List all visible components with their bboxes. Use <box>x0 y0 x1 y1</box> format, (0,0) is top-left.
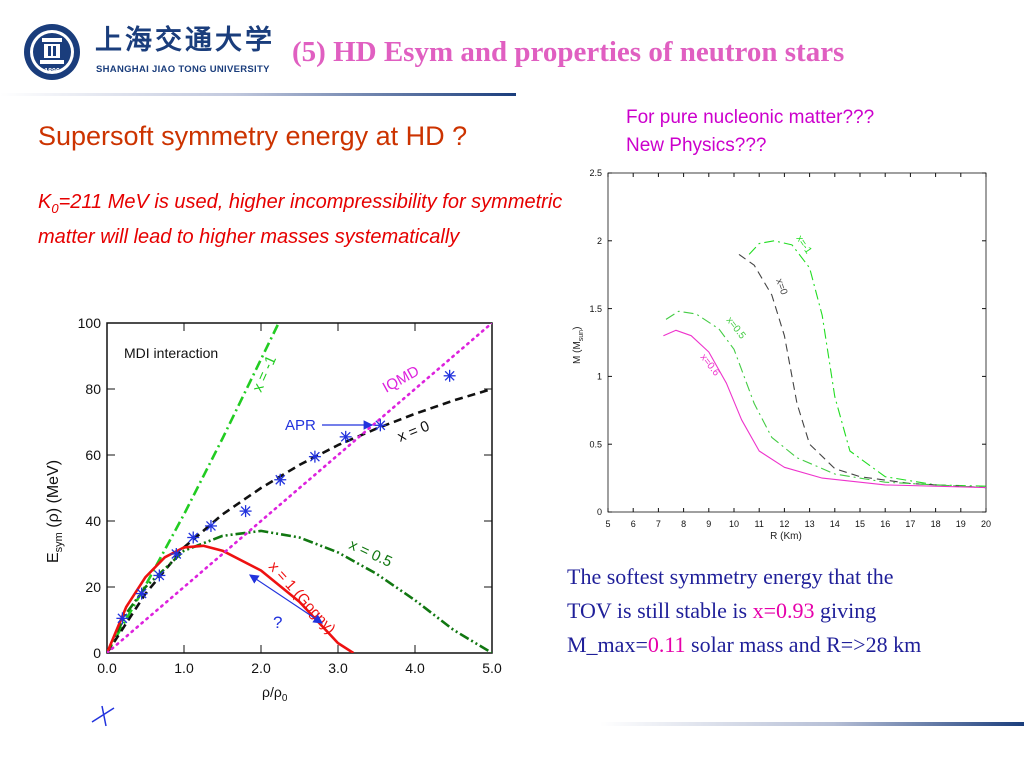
university-seal-logo: 1896 <box>22 22 82 82</box>
x-tick-label: 1.0 <box>174 660 194 676</box>
apr-marker <box>444 370 456 382</box>
x-tick-label: 4.0 <box>405 660 425 676</box>
x-tick-label: 19 <box>956 519 966 529</box>
y-tick-label: 80 <box>85 381 101 397</box>
y-tick-label: 0 <box>93 645 101 661</box>
x-tick-label: 12 <box>779 519 789 529</box>
note-k-subscript: 0 <box>51 201 58 216</box>
apr-marker <box>187 532 199 544</box>
question-line-1: For pure nucleonic matter??? <box>626 104 874 132</box>
x-tick-label: 20 <box>981 519 991 529</box>
mr-label-x-0-6: x=0.6 <box>698 352 722 379</box>
incompressibility-note: K0=211 MeV is used, higher incompressibi… <box>38 188 563 252</box>
apr-marker <box>136 588 148 600</box>
y-tick-label: 1.5 <box>589 304 602 314</box>
mr-x-axis-label: R (Km) <box>770 531 802 542</box>
university-name-chinese: 上海交通大学 <box>95 26 275 56</box>
softening-question-mark: ? <box>273 613 282 632</box>
y-axis-label: Esym (ρ) (MeV) <box>45 460 65 563</box>
note-k-symbol: K <box>38 191 51 213</box>
y-tick-label: 60 <box>85 447 101 463</box>
conclusion-part-3: solar mass and R=>28 km <box>686 632 922 657</box>
left-subtitle: Supersoft symmetry energy at HD ? <box>38 121 467 152</box>
x-tick-label: 5.0 <box>482 660 502 676</box>
mr-label-x-minus-1: x=-1 <box>794 234 814 257</box>
question-line-2: New Physics??? <box>626 132 874 160</box>
y-tick-label: 0.5 <box>589 439 602 449</box>
x-tick-label: 17 <box>905 519 915 529</box>
y-tick-label: 20 <box>85 579 101 595</box>
mr-label-x-0-5: x=0.5 <box>724 315 748 342</box>
y-tick-label: 0 <box>597 507 602 517</box>
x-tick-label: 15 <box>855 519 865 529</box>
x-tick-label: 7 <box>656 519 661 529</box>
footer-divider <box>600 722 1024 726</box>
series-line-x-1-gogny <box>107 546 353 653</box>
apr-marker <box>205 520 217 532</box>
x-tick-label: 2.0 <box>251 660 271 676</box>
x-tick-label: 18 <box>931 519 941 529</box>
y-tick-label: 100 <box>78 315 102 331</box>
mass-radius-plot-area: 5 6 7 8 9 10 11 12 13 14 15 16 17 18 19 20 0 0.5 1 1.5 2 2.5 <box>589 168 991 529</box>
apr-marker <box>274 474 286 486</box>
y-tick-label: 2 <box>597 236 602 246</box>
apr-marker <box>116 612 128 624</box>
cursor-mark-icon <box>88 700 118 730</box>
x-tick-label: 13 <box>805 519 815 529</box>
mr-y-axis-label: M (Msun) <box>572 327 585 364</box>
x-tick-label: 0.0 <box>97 660 117 676</box>
apr-marker <box>240 505 252 517</box>
y-tick-label: 1 <box>597 372 602 382</box>
x-tick-label: 11 <box>755 519 764 529</box>
slide-title: (5) HD Esym and properties of neutron st… <box>292 36 844 69</box>
esym-density-chart: 0.0 1.0 2.0 3.0 4.0 5.0 0 20 40 60 80 100 MDI inter… <box>30 305 510 725</box>
apr-marker-label: APR <box>285 417 316 434</box>
university-name-english: SHANGHAI JIAO TONG UNIVERSITY <box>96 64 270 75</box>
x-tick-label: 16 <box>880 519 890 529</box>
x-tick-label: 5 <box>605 519 610 529</box>
x-tick-label: 9 <box>706 519 711 529</box>
x-axis-label: ρ/ρ0 <box>262 684 288 704</box>
apr-marker <box>153 569 165 581</box>
x-tick-label: 14 <box>830 519 840 529</box>
conclusion-x-value: x=0.93 <box>753 598 815 623</box>
conclusion-mass-value: 0.11 <box>648 632 686 657</box>
y-tick-label: 2.5 <box>589 168 602 178</box>
chart-inset-label: MDI interaction <box>124 345 218 361</box>
plot-frame <box>608 173 986 512</box>
x-tick-label: 10 <box>729 519 739 529</box>
series-label-iqmd: IQMD <box>380 363 423 397</box>
series-line-x-0-6 <box>663 330 986 487</box>
apr-marker <box>309 451 321 463</box>
physics-question: For pure nucleonic matter??? New Physics… <box>626 104 874 160</box>
x-tick-label: 8 <box>681 519 686 529</box>
header-divider <box>0 93 516 96</box>
apr-marker <box>340 431 352 443</box>
x-tick-label: 6 <box>631 519 636 529</box>
mass-radius-chart: 5 6 7 8 9 10 11 12 13 14 15 16 17 18 19 2000.511.522.5 … <box>560 160 1000 550</box>
mr-label-x-0: x=0 <box>773 277 789 297</box>
note-body: =211 MeV is used, higher incompressibili… <box>38 191 562 248</box>
apr-marker <box>374 419 386 431</box>
conclusion-text: The softest symmetry energy that the TOV… <box>567 560 927 662</box>
series-label-x-0: x = 0 <box>395 418 432 446</box>
apr-marker <box>170 548 182 560</box>
logo-year: 1896 <box>44 68 60 75</box>
series-label-x-0-5: x = 0.5 <box>346 536 394 571</box>
y-tick-label: 40 <box>85 513 101 529</box>
series-line-x-0 <box>739 254 986 487</box>
x-tick-label: 3.0 <box>328 660 348 676</box>
